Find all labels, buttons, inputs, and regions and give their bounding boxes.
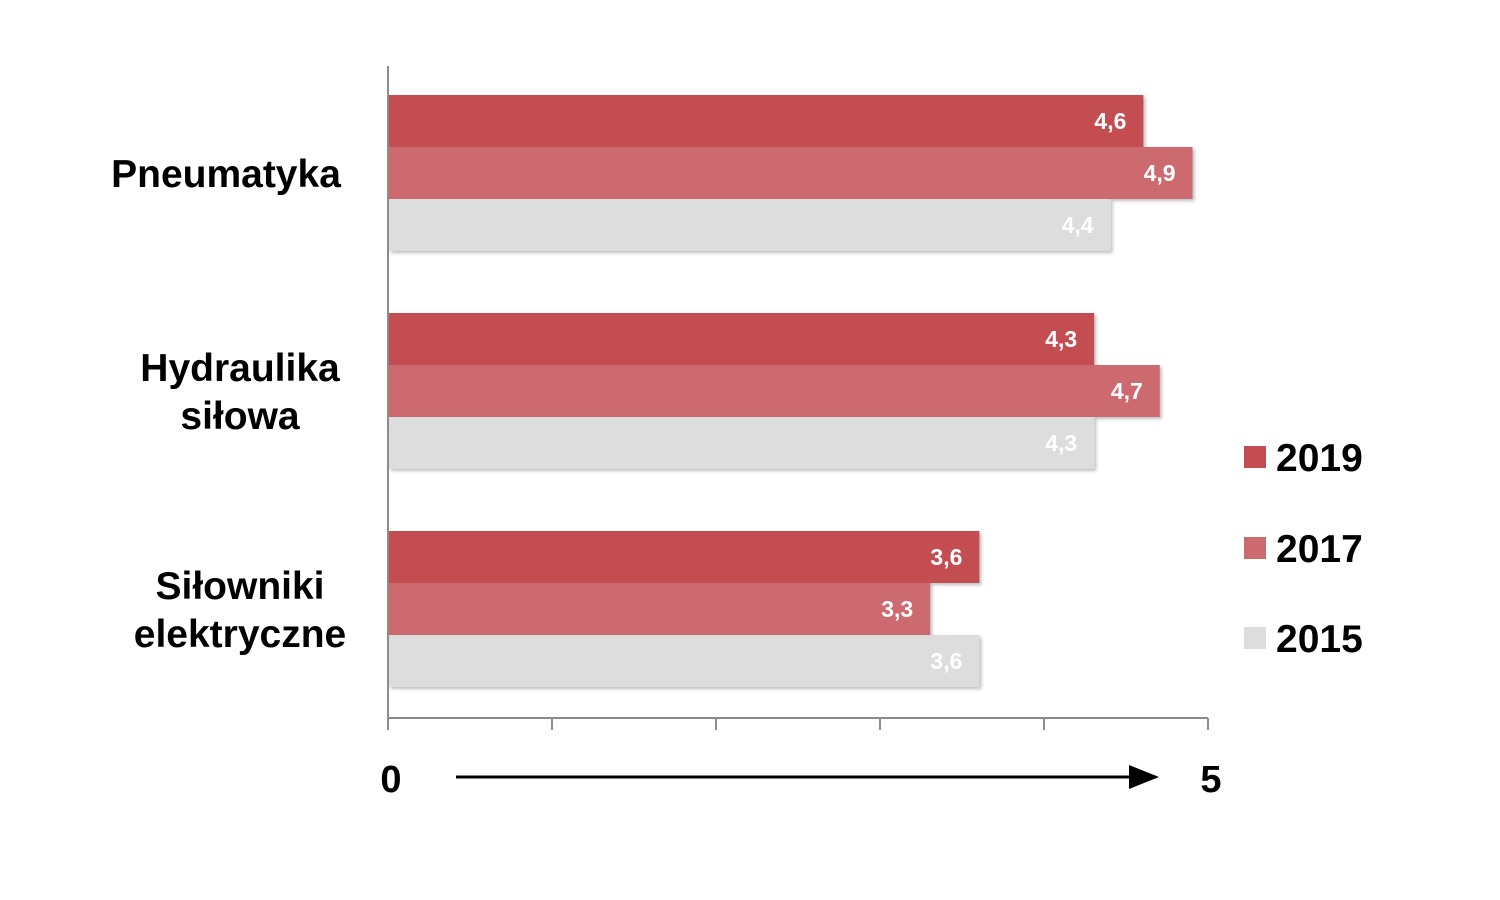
value-label-2017-1: 4,9 [1144, 160, 1176, 186]
bar-2017-3 [389, 583, 931, 635]
category-label-2-line-2: siłowa [180, 395, 300, 438]
bar-2019-2 [389, 313, 1095, 365]
value-label-2019-2: 4,3 [1045, 326, 1077, 352]
bar-2017-2 [389, 365, 1160, 417]
legend-swatch-2019 [1244, 446, 1266, 468]
bar-2015-2 [389, 417, 1095, 469]
value-label-2017-2: 4,7 [1111, 378, 1143, 404]
legend-label-2019: 2019 [1276, 437, 1363, 480]
legend-label-2015: 2015 [1276, 618, 1363, 661]
legend: 2019 2017 2015 [1244, 437, 1363, 661]
category-label-1-line-1: Pneumatyka [111, 153, 341, 196]
axis-end-label: 5 [1200, 759, 1221, 801]
bar-2017-1 [389, 147, 1193, 199]
x-axis: 0 5 [380, 66, 1222, 801]
value-label-2017-3: 3,3 [881, 596, 913, 622]
category-label-3-line-1: Siłowniki [155, 565, 324, 608]
value-label-2015-3: 3,6 [930, 648, 962, 674]
x-axis-ticks [387, 718, 1209, 730]
value-label-2015-1: 4,4 [1062, 212, 1094, 238]
bar-2015-1 [389, 199, 1111, 251]
category-labels-group: Pneumatyka Hydraulika siłowa Siłowniki elekt… [111, 153, 346, 656]
value-label-2019-1: 4,6 [1094, 108, 1126, 134]
category-label-2-line-1: Hydraulika [140, 347, 340, 390]
bar-2015-3 [389, 635, 980, 687]
legend-swatch-2017 [1244, 537, 1266, 559]
bar-2019-3 [389, 531, 980, 583]
value-labels-group: 4,6 4,9 4,4 4,3 4,7 4,3 3,6 3,3 3,6 [881, 108, 1175, 674]
category-label-3-line-2: elektryczne [134, 613, 346, 656]
value-label-2015-2: 4,3 [1045, 430, 1077, 456]
bar-2019-1 [389, 95, 1144, 147]
axis-start-label: 0 [380, 759, 401, 801]
value-label-2019-3: 3,6 [930, 544, 962, 570]
bars-group [389, 95, 1193, 687]
legend-swatch-2015 [1244, 627, 1266, 649]
legend-label-2017: 2017 [1276, 528, 1363, 571]
